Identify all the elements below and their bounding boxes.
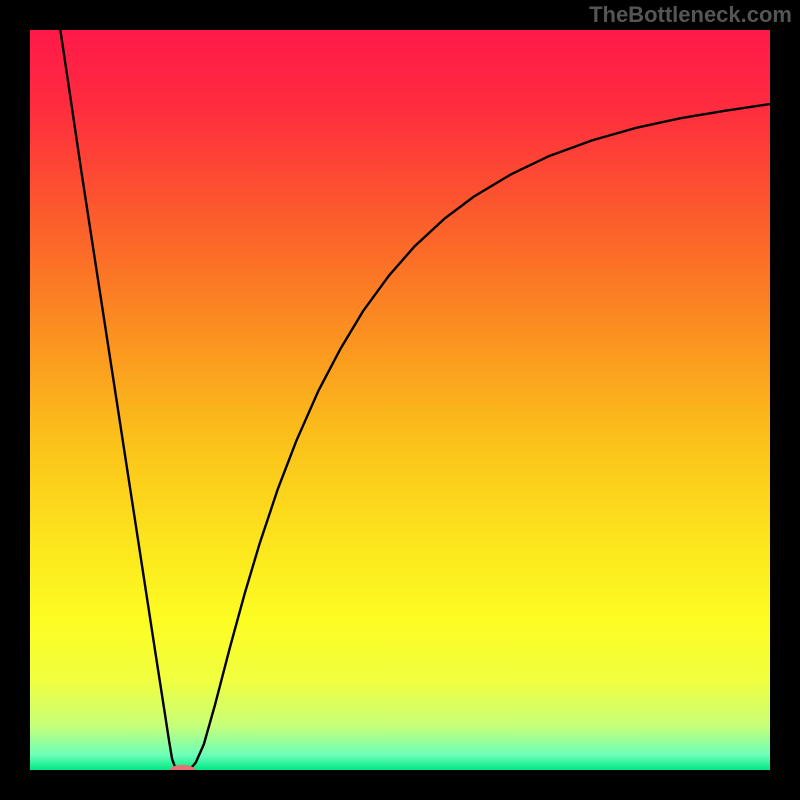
watermark-text: TheBottleneck.com — [589, 2, 792, 28]
plot-svg — [30, 30, 770, 770]
chart-frame: TheBottleneck.com — [0, 0, 800, 800]
plot-area — [30, 30, 770, 770]
gradient-background — [30, 30, 770, 770]
